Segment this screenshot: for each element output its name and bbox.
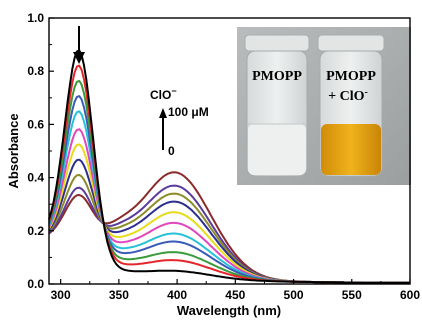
vial-label-right-2-sup: -: [365, 87, 368, 98]
x-tick-label: 300: [51, 288, 71, 302]
x-tick-label: 400: [167, 288, 187, 302]
vial-label-right-1: PMOPP: [326, 69, 376, 84]
spectrum-line: [48, 49, 410, 284]
vial-label-right-2: + ClO-: [328, 87, 368, 104]
y-tick-label: 0.6: [27, 117, 44, 131]
x-tick-label: 500: [284, 288, 304, 302]
vial-pmopp: [244, 34, 310, 177]
tick-labels-group: 300 350 400 450 500 550 600 0.0 0.2 0.4 0.6 0.8 1.0: [27, 11, 420, 302]
x-tick-label: 550: [342, 288, 362, 302]
vial-liquid-clear: [248, 124, 306, 175]
x-axis-title: Wavelength (nm): [177, 303, 281, 318]
ticks-group: [49, 17, 411, 285]
lower-concentration: 0: [168, 144, 175, 158]
decrease-arrow: [73, 26, 85, 64]
inset-photo: PMOPP PMOPP + ClO-: [237, 27, 411, 185]
analyte-sup: −: [171, 86, 176, 96]
analyte-text: ClO: [150, 88, 171, 102]
y-tick-label: 0.2: [27, 224, 44, 238]
vial-pmopp-clo: [317, 34, 385, 177]
x-tick-label: 450: [225, 288, 245, 302]
upper-concentration: 100 μM: [168, 105, 209, 119]
analyte-label: ClO−: [150, 86, 177, 102]
y-tick-label: 0.4: [27, 171, 44, 185]
vial-label-left: PMOPP: [252, 69, 302, 84]
y-tick-label: 1.0: [27, 11, 44, 25]
x-tick-label: 350: [109, 288, 129, 302]
x-tick-label: 600: [400, 288, 420, 302]
y-tick-label: 0.0: [27, 277, 44, 291]
vial-label-right-2-main: + ClO: [328, 89, 364, 104]
vial-liquid-yellow: [321, 124, 381, 175]
y-axis-title: Absorbance: [6, 113, 21, 188]
concentration-annotation: ClO− 100 μM 0: [150, 86, 209, 158]
y-tick-label: 0.8: [27, 64, 44, 78]
series-group: [48, 49, 410, 284]
